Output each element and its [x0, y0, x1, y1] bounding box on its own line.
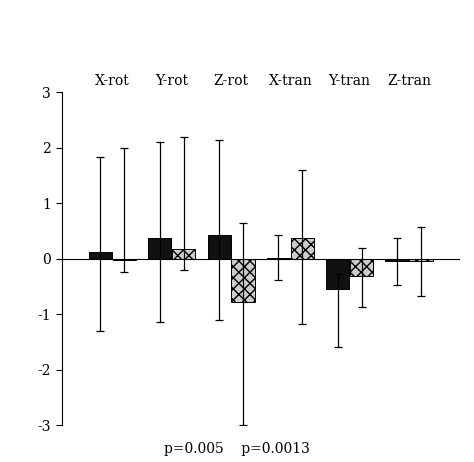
- Text: X-rot: X-rot: [95, 74, 130, 88]
- Bar: [326, 259, 349, 289]
- Bar: [113, 259, 136, 260]
- Bar: [208, 236, 230, 259]
- Bar: [267, 258, 290, 259]
- Bar: [350, 259, 373, 276]
- Bar: [89, 252, 112, 259]
- Bar: [291, 237, 314, 259]
- Text: p=0.005    p=0.0013: p=0.005 p=0.0013: [164, 443, 310, 456]
- Text: Z-rot: Z-rot: [213, 74, 248, 88]
- Text: X-tran: X-tran: [268, 74, 312, 88]
- Text: Y-tran: Y-tran: [328, 74, 371, 88]
- Text: Z-tran: Z-tran: [387, 74, 431, 88]
- Text: Y-rot: Y-rot: [155, 74, 188, 88]
- Bar: [172, 249, 195, 259]
- Bar: [231, 259, 255, 302]
- Bar: [385, 259, 409, 261]
- Bar: [410, 259, 433, 261]
- Bar: [148, 237, 171, 259]
